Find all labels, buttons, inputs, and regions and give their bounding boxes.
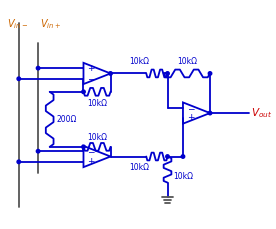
Circle shape [166, 155, 169, 158]
Circle shape [36, 66, 40, 70]
Circle shape [82, 145, 85, 149]
Text: +: + [87, 64, 95, 73]
Text: 10kΩ: 10kΩ [87, 98, 107, 108]
Circle shape [36, 150, 40, 153]
Circle shape [82, 90, 85, 93]
Circle shape [208, 111, 212, 115]
Text: $V_{in-}$: $V_{in-}$ [7, 17, 28, 31]
Circle shape [181, 155, 185, 158]
Text: 10kΩ: 10kΩ [87, 133, 107, 142]
Circle shape [17, 77, 20, 81]
Text: $V_{out}$: $V_{out}$ [251, 106, 272, 120]
Text: 10kΩ: 10kΩ [177, 57, 197, 66]
Circle shape [166, 72, 169, 75]
Text: +: + [87, 157, 95, 166]
Text: 10kΩ: 10kΩ [129, 163, 149, 172]
Text: +: + [187, 113, 194, 122]
Text: $V_{in+}$: $V_{in+}$ [40, 17, 61, 31]
Circle shape [208, 72, 212, 75]
Text: −: − [187, 104, 194, 113]
Text: −: − [87, 74, 95, 83]
Text: −: − [87, 147, 95, 156]
Text: 10kΩ: 10kΩ [129, 57, 149, 66]
Circle shape [109, 72, 112, 75]
Circle shape [17, 160, 20, 164]
Text: 200Ω: 200Ω [56, 115, 77, 124]
Text: 10kΩ: 10kΩ [173, 172, 193, 181]
